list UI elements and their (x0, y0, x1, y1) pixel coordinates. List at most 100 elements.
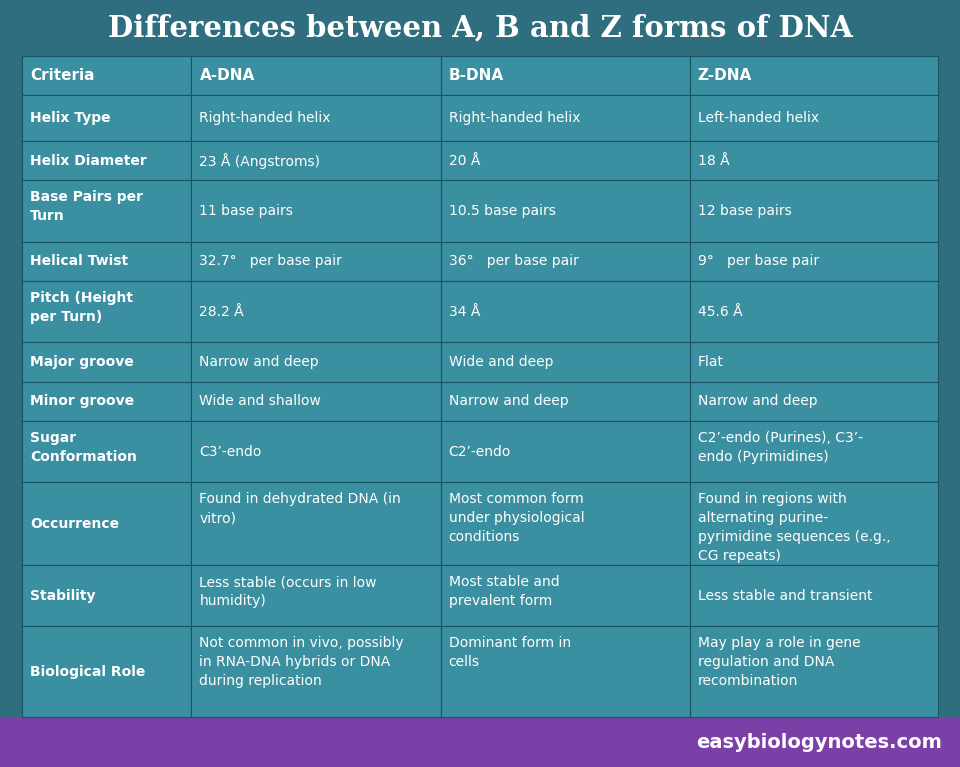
Bar (690, 95, 938, 141)
Bar (191, 242, 441, 281)
Text: Left-handed helix: Left-handed helix (698, 111, 819, 125)
Bar (690, 565, 938, 627)
Text: Narrow and deep: Narrow and deep (698, 394, 817, 408)
Bar (441, 56, 690, 95)
Bar (441, 342, 690, 382)
Text: May play a role in gene
regulation and DNA
recombination: May play a role in gene regulation and D… (698, 637, 860, 688)
Text: 34 Å: 34 Å (448, 304, 480, 318)
Text: Sugar
Conformation: Sugar Conformation (30, 431, 137, 464)
Text: C2’-endo (Purines), C3’-
endo (Pyrimidines): C2’-endo (Purines), C3’- endo (Pyrimidin… (698, 431, 863, 464)
Bar (690, 56, 938, 95)
Text: Found in dehydrated DNA (in
vitro): Found in dehydrated DNA (in vitro) (200, 492, 401, 525)
Text: C3’-endo: C3’-endo (200, 445, 262, 459)
Bar (22, 95, 191, 141)
Bar (441, 141, 690, 180)
Bar (191, 382, 441, 421)
Text: B-DNA: B-DNA (448, 68, 504, 84)
Text: 45.6 Å: 45.6 Å (698, 304, 742, 318)
Bar (441, 565, 690, 627)
Bar (690, 627, 938, 717)
Text: Found in regions with
alternating purine-
pyrimidine sequences (e.g.,
CG repeats: Found in regions with alternating purine… (698, 492, 890, 563)
Bar (690, 281, 938, 342)
Bar (191, 180, 441, 242)
Text: Less stable (occurs in low
humidity): Less stable (occurs in low humidity) (200, 575, 377, 608)
Text: Minor groove: Minor groove (30, 394, 134, 408)
Text: Stability: Stability (30, 589, 95, 603)
Text: 36°   per base pair: 36° per base pair (448, 254, 579, 268)
Text: Helix Type: Helix Type (30, 111, 110, 125)
Bar (22, 180, 191, 242)
Text: Helical Twist: Helical Twist (30, 254, 128, 268)
Bar (441, 382, 690, 421)
Text: Criteria: Criteria (30, 68, 94, 84)
Text: 23 Å (Angstroms): 23 Å (Angstroms) (200, 153, 321, 169)
Text: Right-handed helix: Right-handed helix (448, 111, 580, 125)
Text: Biological Role: Biological Role (30, 665, 145, 679)
Text: Narrow and deep: Narrow and deep (200, 355, 319, 369)
Text: easybiologynotes.com: easybiologynotes.com (696, 732, 942, 752)
Text: A-DNA: A-DNA (200, 68, 254, 84)
Bar (191, 342, 441, 382)
Bar (22, 56, 191, 95)
Bar (690, 382, 938, 421)
Bar (22, 242, 191, 281)
Bar (441, 482, 690, 565)
Text: 11 base pairs: 11 base pairs (200, 204, 294, 218)
Bar (441, 95, 690, 141)
Bar (690, 180, 938, 242)
Bar (690, 421, 938, 482)
Bar (22, 627, 191, 717)
Text: C2’-endo: C2’-endo (448, 445, 511, 459)
Bar (191, 281, 441, 342)
Bar (22, 342, 191, 382)
Bar (690, 342, 938, 382)
Text: Narrow and deep: Narrow and deep (448, 394, 568, 408)
Bar (441, 242, 690, 281)
Text: 12 base pairs: 12 base pairs (698, 204, 791, 218)
Text: Flat: Flat (698, 355, 724, 369)
Text: 32.7°   per base pair: 32.7° per base pair (200, 254, 343, 268)
Text: 9°   per base pair: 9° per base pair (698, 254, 819, 268)
Text: Occurrence: Occurrence (30, 517, 119, 531)
Bar (441, 180, 690, 242)
Text: 18 Å: 18 Å (698, 153, 730, 168)
Text: Base Pairs per
Turn: Base Pairs per Turn (30, 190, 143, 223)
Bar (191, 95, 441, 141)
Bar (441, 421, 690, 482)
Bar (191, 141, 441, 180)
Bar (22, 382, 191, 421)
Bar (690, 482, 938, 565)
Bar (441, 281, 690, 342)
Text: Pitch (Height
per Turn): Pitch (Height per Turn) (30, 291, 133, 324)
Text: Wide and shallow: Wide and shallow (200, 394, 322, 408)
Text: Wide and deep: Wide and deep (448, 355, 553, 369)
Bar (22, 482, 191, 565)
Bar (22, 281, 191, 342)
Text: Not common in vivo, possibly
in RNA-DNA hybrids or DNA
during replication: Not common in vivo, possibly in RNA-DNA … (200, 637, 404, 688)
Bar (690, 242, 938, 281)
Bar (0, 0, 960, 56)
Bar (22, 421, 191, 482)
Text: Most stable and
prevalent form: Most stable and prevalent form (448, 575, 560, 608)
Text: 20 Å: 20 Å (448, 153, 480, 168)
Text: 28.2 Å: 28.2 Å (200, 304, 244, 318)
Bar (191, 627, 441, 717)
Bar (690, 141, 938, 180)
Text: Right-handed helix: Right-handed helix (200, 111, 331, 125)
Text: Z-DNA: Z-DNA (698, 68, 752, 84)
Bar (191, 421, 441, 482)
Text: Helix Diameter: Helix Diameter (30, 153, 147, 168)
Text: Major groove: Major groove (30, 355, 133, 369)
Text: Differences between A, B and Z forms of DNA: Differences between A, B and Z forms of … (108, 14, 852, 42)
Bar (191, 482, 441, 565)
Text: Most common form
under physiological
conditions: Most common form under physiological con… (448, 492, 585, 545)
Bar (441, 627, 690, 717)
Text: 10.5 base pairs: 10.5 base pairs (448, 204, 556, 218)
Bar (191, 565, 441, 627)
Bar (22, 565, 191, 627)
Bar (22, 141, 191, 180)
Text: Dominant form in
cells: Dominant form in cells (448, 637, 571, 670)
Bar (191, 56, 441, 95)
Bar (0, 717, 960, 767)
Text: Less stable and transient: Less stable and transient (698, 589, 873, 603)
